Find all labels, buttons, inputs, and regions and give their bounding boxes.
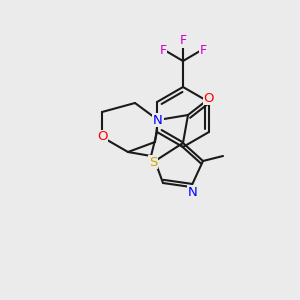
Text: F: F (159, 44, 167, 58)
Text: S: S (149, 155, 157, 169)
Text: N: N (153, 113, 163, 127)
Text: O: O (97, 130, 107, 143)
Text: F: F (200, 44, 207, 58)
Text: N: N (188, 185, 198, 199)
Text: O: O (204, 92, 214, 104)
Text: F: F (179, 34, 187, 47)
